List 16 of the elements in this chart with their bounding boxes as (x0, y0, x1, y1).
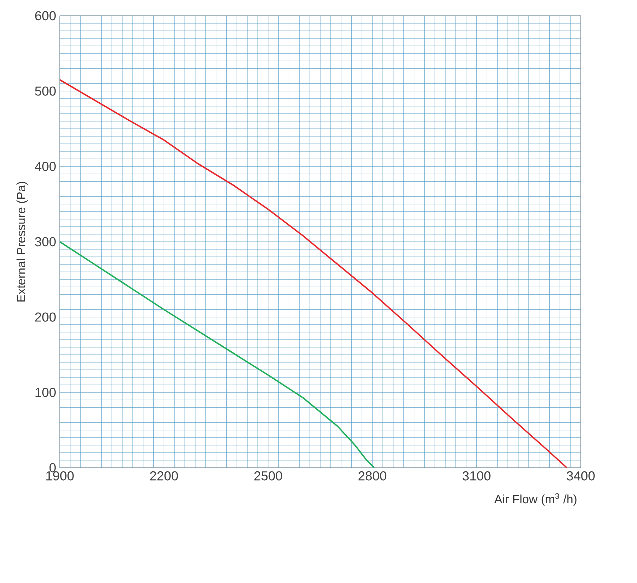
y-axis-title: External Pressure (Pa) (16, 182, 28, 302)
y-tick-label: 400 (35, 162, 56, 172)
x-tick-label: 3400 (567, 472, 595, 481)
x-axis-title: Air Flow (m$^{3}$ /h) (494, 494, 577, 506)
x-tick-label: 2200 (150, 472, 178, 481)
y-tick-label: 600 (35, 11, 56, 21)
x-tick-label: 1900 (46, 472, 74, 481)
y-tick-label: 0 (50, 463, 56, 473)
line-series (60, 79, 568, 468)
x-tick-label: 3100 (462, 472, 491, 481)
y-tick-label: 300 (35, 237, 56, 247)
y-tick-label: 100 (36, 388, 56, 398)
y-tick-label: 200 (35, 312, 56, 322)
x-tick-label: 2500 (254, 472, 282, 481)
y-tick-label: 500 (35, 86, 56, 96)
x-tick-label: 2800 (358, 472, 387, 481)
